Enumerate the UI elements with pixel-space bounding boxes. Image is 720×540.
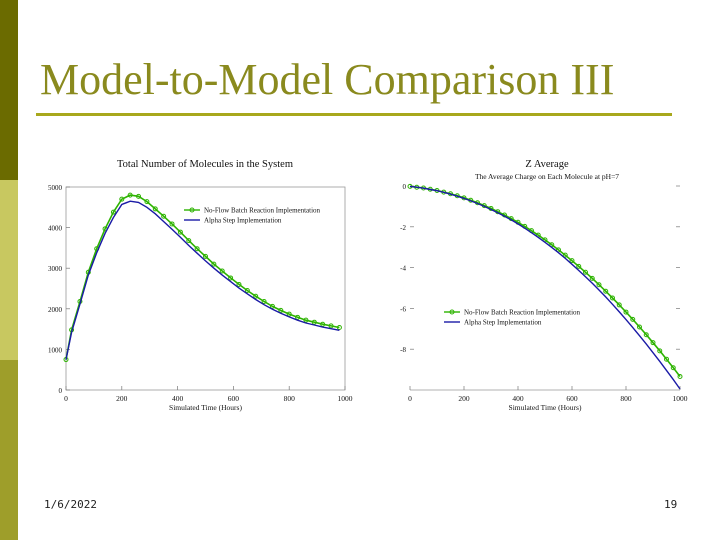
data-point — [110, 209, 116, 215]
data-point — [583, 269, 588, 275]
x-tick-label: 1000 — [338, 394, 353, 403]
title-underline — [36, 113, 672, 116]
data-point — [127, 192, 133, 198]
chart-title: Z Average — [525, 159, 569, 170]
chart-total-molecules: Total Number of Molecules in the System 0… — [48, 159, 353, 412]
x-axis-label: Simulated Time (Hours) — [509, 403, 582, 412]
data-point — [295, 314, 301, 320]
chart-z-average: Z Average The Average Charge on Each Mole… — [400, 159, 688, 412]
x-tick-label: 600 — [566, 394, 578, 403]
y-tick-label: -4 — [400, 265, 406, 273]
data-point — [650, 340, 656, 346]
data-point — [253, 293, 259, 299]
data-point — [576, 263, 582, 269]
x-tick-label: 200 — [458, 394, 470, 403]
x-tick-label: 0 — [408, 394, 412, 403]
data-point — [278, 307, 284, 313]
series-line-no-flow-batch — [65, 194, 340, 360]
data-point — [161, 213, 167, 219]
x-tick-label: 600 — [228, 394, 240, 403]
x-tick-label: 1000 — [673, 394, 688, 403]
x-tick-label: 800 — [620, 394, 632, 403]
chart-title: Total Number of Molecules in the System — [117, 159, 293, 170]
data-point — [637, 324, 642, 330]
data-point — [596, 282, 602, 288]
data-point — [144, 199, 150, 205]
data-point — [664, 356, 669, 362]
data-point — [320, 321, 326, 327]
legend-entry: Alpha Step Implementation — [204, 217, 282, 225]
data-point — [677, 374, 683, 380]
data-point — [269, 303, 275, 309]
plot-frame — [65, 186, 346, 391]
data-point — [569, 258, 575, 264]
data-point — [311, 319, 317, 325]
data-point — [186, 238, 192, 244]
y-tick-label: 4000 — [48, 225, 63, 233]
x-tick-label: 200 — [116, 394, 128, 403]
legend-entry: Alpha Step Implementation — [464, 319, 542, 327]
data-point — [623, 309, 629, 315]
data-point — [194, 246, 200, 252]
data-point — [616, 302, 622, 308]
data-point — [211, 261, 217, 267]
data-point — [219, 268, 225, 274]
data-point — [610, 295, 615, 301]
data-point — [236, 281, 242, 287]
x-axis-label: Simulated Time (Hours) — [169, 403, 242, 412]
legend-entry: No-Flow Batch Reaction Implementation — [204, 207, 321, 215]
legend-entry: No-Flow Batch Reaction Implementation — [464, 309, 581, 317]
data-point — [643, 332, 649, 338]
chart-subtitle: The Average Charge on Each Molecule at p… — [475, 172, 619, 181]
slide-date: 1/6/2022 — [44, 498, 97, 511]
data-point — [152, 206, 158, 212]
y-tick-label: 3000 — [48, 265, 63, 273]
data-point — [336, 324, 342, 330]
accent-bar-segment-top — [0, 0, 18, 180]
y-tick-label: -8 — [400, 346, 406, 354]
data-point — [177, 229, 183, 235]
y-tick-label: 0 — [403, 183, 407, 191]
y-tick-label: 5000 — [48, 184, 63, 192]
data-point — [203, 253, 208, 259]
series-line-alpha-step — [409, 185, 681, 390]
slide-page-number: 19 — [664, 498, 678, 511]
data-point — [244, 288, 250, 294]
data-point — [228, 275, 234, 281]
slide-title: Model-to-Model Comparison III — [40, 55, 615, 104]
x-tick-label: 400 — [512, 394, 524, 403]
data-point — [261, 298, 267, 304]
data-point — [286, 311, 292, 317]
series-line-no-flow-batch — [409, 185, 681, 377]
data-point — [119, 196, 125, 202]
data-point — [328, 323, 334, 329]
y-tick-label: -2 — [400, 224, 406, 232]
left-accent-bar — [0, 0, 18, 540]
y-tick-label: 2000 — [48, 306, 63, 314]
y-tick-label: 0 — [59, 387, 63, 395]
data-point — [630, 316, 636, 322]
data-point — [169, 221, 175, 227]
data-point — [657, 348, 663, 354]
series-line-alpha-step — [65, 200, 340, 360]
x-tick-label: 800 — [284, 394, 296, 403]
data-point — [303, 317, 309, 323]
x-tick-label: 400 — [172, 394, 184, 403]
data-point — [670, 365, 676, 371]
data-point — [136, 193, 142, 199]
legend-marker — [189, 207, 195, 213]
data-point — [589, 275, 595, 281]
x-tick-label: 0 — [64, 394, 68, 403]
y-tick-label: -6 — [400, 305, 406, 313]
legend-marker — [449, 309, 455, 315]
data-point — [562, 252, 568, 258]
data-point — [603, 288, 609, 294]
y-tick-label: 1000 — [48, 346, 63, 354]
accent-bar-segment-bottom — [0, 360, 18, 540]
accent-bar-segment-middle — [0, 180, 18, 360]
